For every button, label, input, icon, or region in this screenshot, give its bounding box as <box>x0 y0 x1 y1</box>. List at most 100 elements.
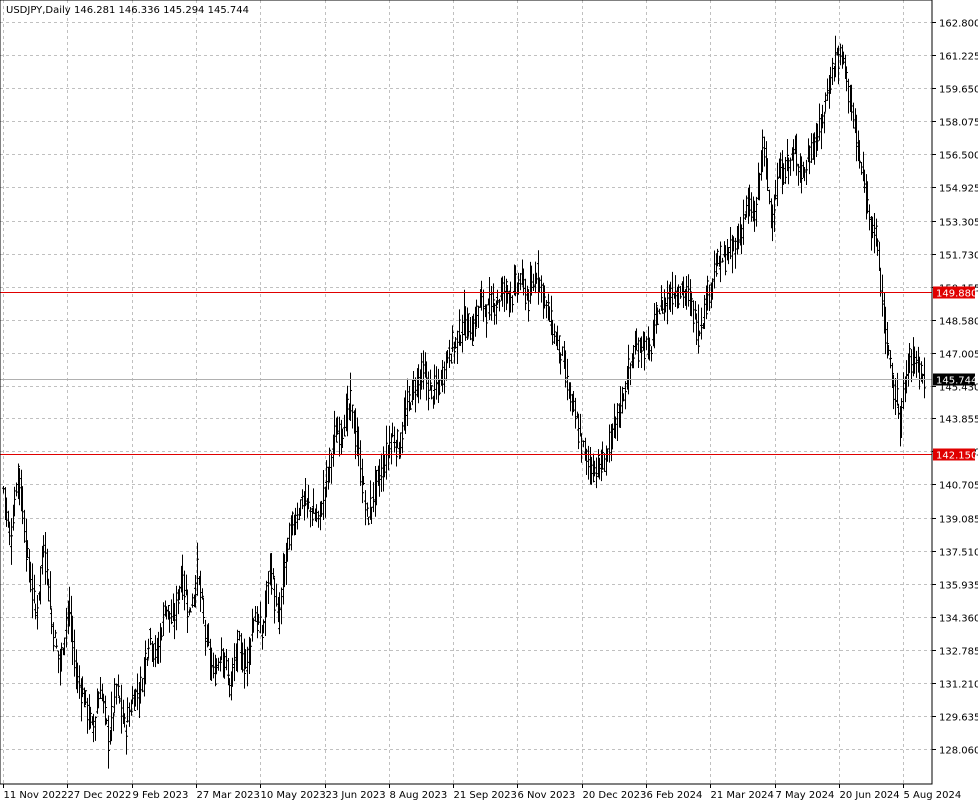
y-tick-label: 139.085 <box>939 515 978 526</box>
price-bar <box>328 447 331 483</box>
price-bar <box>367 516 370 526</box>
price-bar <box>186 589 189 633</box>
price-bar <box>782 163 785 185</box>
y-axis: 128.060 129.635 131.210 132.785 134.360 135.9… <box>932 19 978 757</box>
price-bar <box>249 638 252 665</box>
price-bar <box>395 439 398 467</box>
price-bar <box>448 339 451 369</box>
price-bar <box>879 267 882 297</box>
price-bar <box>325 460 328 498</box>
price-bar <box>254 605 257 622</box>
price-bar <box>821 104 824 129</box>
price-bar <box>259 601 262 634</box>
price-bar <box>823 111 826 134</box>
y-tick-label: 129.635 <box>939 713 978 724</box>
lines-layer <box>0 292 932 455</box>
price-bar <box>891 362 894 388</box>
price-bar <box>921 373 924 384</box>
price-bar <box>451 325 454 353</box>
price-bar <box>453 341 456 364</box>
price-bar <box>792 139 795 172</box>
price-bar <box>492 283 495 313</box>
price-bar <box>482 289 485 322</box>
price-bar <box>839 43 842 66</box>
price-bar <box>640 336 643 368</box>
price-bar <box>214 654 217 687</box>
symbol-title: USDJPY,Daily <box>6 5 71 16</box>
y-tick-label: 140.705 <box>939 481 978 492</box>
price-bar <box>189 607 192 613</box>
price-bar <box>278 592 281 635</box>
price-bar <box>430 385 433 400</box>
price-bar <box>558 335 561 364</box>
price-bar <box>94 716 97 741</box>
price-bar <box>412 370 415 401</box>
price-bar <box>547 293 550 321</box>
y-tick-label: 159.650 <box>939 85 978 96</box>
price-bar <box>721 257 724 263</box>
y-tick-label: 154.925 <box>939 184 978 195</box>
price-bar <box>433 364 436 405</box>
level-label-bg <box>933 448 975 461</box>
price-bar <box>270 552 273 595</box>
price-bar <box>572 391 575 413</box>
price-bar <box>538 277 541 293</box>
price-bar <box>868 204 871 231</box>
price-bar <box>464 306 467 341</box>
price-bar <box>742 199 745 245</box>
price-bar <box>579 413 582 437</box>
price-bar <box>244 649 247 670</box>
price-bar <box>414 377 417 413</box>
price-bar <box>519 272 522 291</box>
level-label: 149.880 <box>936 289 977 300</box>
price-bar <box>755 196 758 227</box>
price-bar <box>621 386 624 414</box>
y-tick-label: 131.210 <box>939 680 978 691</box>
price-bar <box>243 638 246 689</box>
price-bar <box>92 713 95 743</box>
price-bar <box>420 352 423 390</box>
price-bar <box>80 678 83 722</box>
price-bar <box>409 402 412 410</box>
price-bar <box>920 361 923 382</box>
price-bar <box>753 200 756 232</box>
price-bar <box>219 657 222 672</box>
price-bar <box>837 45 840 85</box>
price-bar <box>582 440 585 448</box>
price-bar <box>561 346 564 357</box>
price-bar <box>466 307 469 340</box>
price-bar <box>311 507 314 527</box>
price-bar <box>551 319 554 345</box>
last-price-label: 145.744 <box>936 376 977 387</box>
price-bar <box>773 194 776 233</box>
price-bar <box>908 342 911 374</box>
price-bar <box>33 574 36 604</box>
price-bar <box>280 587 283 625</box>
price-bar <box>845 66 848 92</box>
price-bar <box>207 623 210 647</box>
price-bar <box>317 510 320 528</box>
level-label: 142.150 <box>936 451 977 462</box>
price-bar <box>196 542 199 596</box>
price-bar <box>177 589 180 615</box>
price-bar <box>532 273 535 292</box>
price-bar <box>488 276 491 321</box>
price-bar <box>716 248 719 267</box>
price-bar <box>495 300 498 325</box>
last-price-label-bg <box>933 373 975 386</box>
bars-layer <box>2 35 926 769</box>
price-bar <box>664 297 667 313</box>
price-bar <box>706 275 709 311</box>
price-bar <box>393 426 396 453</box>
price-bar <box>774 179 777 200</box>
price-bar <box>141 678 144 693</box>
price-bar <box>866 181 869 214</box>
price-bar <box>858 140 861 169</box>
price-bar <box>913 346 916 374</box>
price-bar <box>375 469 378 506</box>
price-bar <box>212 652 215 679</box>
price-bar <box>299 499 302 516</box>
price-bar <box>136 673 139 711</box>
